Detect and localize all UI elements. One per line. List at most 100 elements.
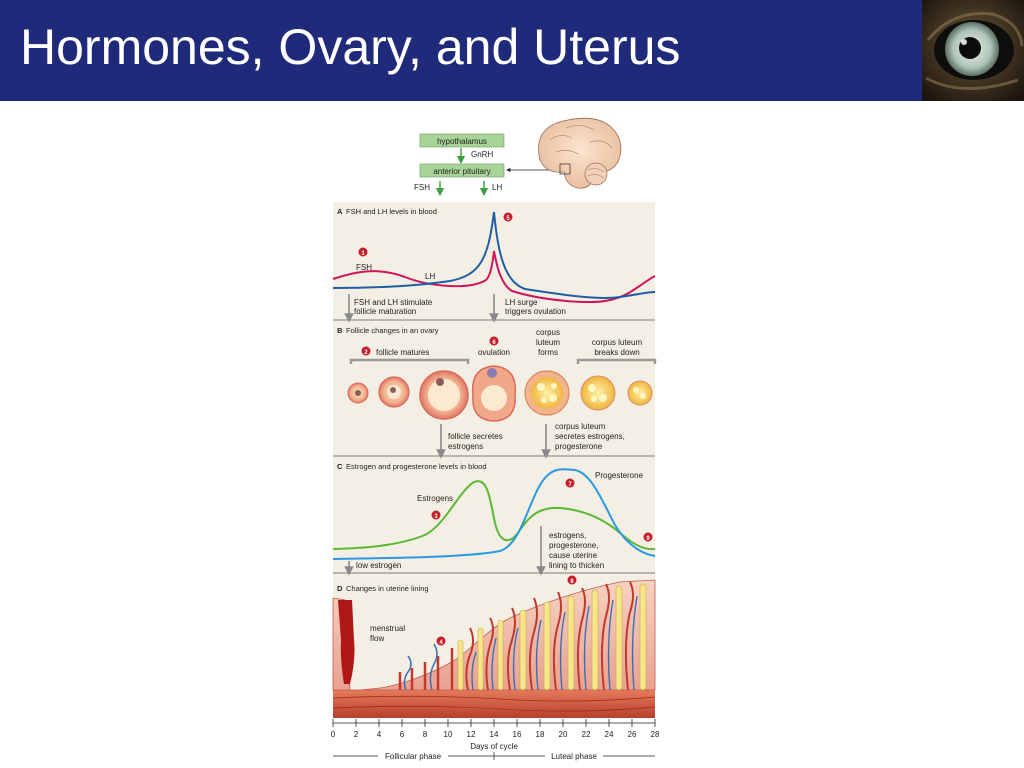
panel-b-note-right-3: progesterone bbox=[555, 442, 603, 451]
cl-breaks-2: breaks down bbox=[594, 348, 639, 357]
panel-a-note-right-1: LH surge bbox=[505, 298, 538, 307]
day-tick-label: 18 bbox=[536, 730, 545, 739]
panel-a-note-right-2: triggers ovulation bbox=[505, 307, 566, 316]
panel-a-note-left-1: FSH and LH stimulate bbox=[354, 298, 433, 307]
badge-7-text: 7 bbox=[568, 482, 572, 488]
ovulation-label: ovulation bbox=[478, 348, 510, 357]
day-tick-label: 22 bbox=[582, 730, 591, 739]
badge-3-text: 3 bbox=[434, 514, 438, 520]
badge-4 bbox=[436, 636, 446, 646]
endometrium bbox=[332, 579, 656, 691]
panel-d: D Changes in uterine lining menstrual fl… bbox=[332, 575, 656, 718]
hypothalamus-box bbox=[419, 133, 505, 148]
menstrual-label-2: flow bbox=[370, 634, 384, 643]
day-tick-label: 12 bbox=[467, 730, 476, 739]
follicle-stage-3 bbox=[419, 370, 469, 420]
day-tick-label: 14 bbox=[490, 730, 499, 739]
slide-title: Hormones, Ovary, and Uterus bbox=[20, 19, 681, 75]
panel-c-note-1: estrogens, bbox=[549, 531, 586, 540]
panel-a-title: FSH and LH levels in blood bbox=[346, 207, 437, 216]
cl-forms-2: luteum bbox=[536, 338, 560, 347]
panel-c-note-2: progesterone, bbox=[549, 541, 598, 550]
day-tick-label: 6 bbox=[400, 730, 405, 739]
estrogen-curve bbox=[332, 480, 656, 551]
badge-9 bbox=[643, 532, 653, 542]
lh-curve bbox=[332, 211, 656, 299]
panel-a-note-left-2: follicle maturation bbox=[354, 307, 416, 316]
menstrual-flow bbox=[338, 600, 355, 684]
anterior-pituitary-label: anterior pituitary bbox=[433, 167, 490, 176]
panel-b-note-right-2: secretes estrogens, bbox=[555, 432, 625, 441]
panel-a: A FSH and LH levels in blood 1 5 FSH LH … bbox=[332, 207, 656, 323]
day-tick-label: 16 bbox=[513, 730, 522, 739]
glands-and-vessels bbox=[398, 581, 647, 691]
estrogens-label: Estrogens bbox=[417, 494, 453, 503]
eye-photo bbox=[922, 0, 1024, 101]
day-tick-label: 8 bbox=[423, 730, 428, 739]
panel-d-title: Changes in uterine lining bbox=[346, 584, 429, 593]
panel-d-heading: D bbox=[337, 584, 343, 593]
panel-c-heading: C bbox=[337, 462, 343, 471]
gnrh-label: GnRH bbox=[471, 150, 493, 159]
hypothalamus-label: hypothalamus bbox=[437, 137, 487, 146]
progesterone-label: Progesterone bbox=[595, 471, 644, 480]
ovulating-follicle bbox=[471, 365, 517, 422]
day-tick-label: 28 bbox=[651, 730, 660, 739]
panel-b-title: Follicle changes in an ovary bbox=[346, 326, 439, 335]
badge-8-text: 8 bbox=[570, 579, 574, 585]
days-of-cycle-label: Days of cycle bbox=[470, 742, 518, 751]
menstrual-label-1: menstrual bbox=[370, 624, 405, 633]
anterior-pituitary-box bbox=[419, 163, 505, 178]
day-tick-label: 26 bbox=[628, 730, 637, 739]
lh-curve-label: LH bbox=[425, 272, 435, 281]
badge-5 bbox=[503, 212, 513, 222]
badge-4-text: 4 bbox=[439, 640, 443, 646]
badge-6 bbox=[489, 336, 499, 346]
panel-c-note-3: cause uterine bbox=[549, 551, 598, 560]
follicle-matures-label: follicle matures bbox=[376, 348, 429, 357]
day-tick-label: 10 bbox=[444, 730, 453, 739]
badge-5-text: 5 bbox=[506, 216, 510, 222]
panel-b-heading: B bbox=[337, 326, 343, 335]
day-tick-label: 2 bbox=[354, 730, 359, 739]
badge-1 bbox=[358, 247, 368, 257]
day-tick-label: 0 bbox=[331, 730, 336, 739]
day-ticks: 0 2 4 6 8 10 12 14 16 18 20 22 24 26 28 bbox=[331, 719, 660, 739]
panel-c-title: Estrogen and progesterone levels in bloo… bbox=[346, 462, 487, 471]
panel-a-heading: A bbox=[337, 207, 343, 216]
follicular-phase-label: Follicular phase bbox=[385, 752, 442, 761]
panel-c: C Estrogen and progesterone levels in bl… bbox=[332, 462, 656, 576]
badge-2 bbox=[361, 346, 371, 356]
follicle-stage-1 bbox=[347, 382, 369, 404]
low-estrogen-label: low estrogen bbox=[356, 561, 401, 570]
corpus-luteum-forming bbox=[524, 370, 570, 416]
badge-6-text: 6 bbox=[492, 340, 496, 346]
cl-forms-3: forms bbox=[538, 348, 558, 357]
progesterone-curve bbox=[332, 468, 656, 560]
hormone-axis: hypothalamus GnRH anterior pituitary FSH… bbox=[414, 117, 622, 197]
myometrium bbox=[333, 690, 655, 718]
fsh-curve bbox=[332, 250, 656, 303]
panel-b-note-left-1: follicle secretes bbox=[448, 432, 503, 441]
panel-c-note-4: lining to thicken bbox=[549, 561, 604, 570]
corpus-luteum-degenerating bbox=[627, 380, 653, 406]
day-axis: 0 2 4 6 8 10 12 14 16 18 20 22 24 26 28 Days of cycle … bbox=[331, 718, 660, 768]
badge-1-text: 1 bbox=[361, 251, 365, 257]
panel-b: B Follicle changes in an ovary 2 follicl… bbox=[337, 326, 657, 459]
corpus-luteum bbox=[580, 375, 616, 411]
badge-8 bbox=[567, 575, 577, 585]
title-bar: Hormones, Ovary, and Uterus bbox=[0, 0, 922, 101]
day-tick-label: 20 bbox=[559, 730, 568, 739]
badge-9-text: 9 bbox=[646, 536, 650, 542]
lh-release-label: LH bbox=[492, 183, 502, 192]
cl-breaks-1: corpus luteum bbox=[592, 338, 643, 347]
cl-forms-1: corpus bbox=[536, 328, 560, 337]
day-tick-label: 4 bbox=[377, 730, 382, 739]
badge-7 bbox=[565, 478, 575, 488]
luteal-phase-label: Luteal phase bbox=[551, 752, 597, 761]
brain-illustration bbox=[538, 117, 622, 189]
badge-2-text: 2 bbox=[364, 350, 368, 356]
panel-b-note-right-1: corpus luteum bbox=[555, 422, 606, 431]
day-tick-label: 24 bbox=[605, 730, 614, 739]
